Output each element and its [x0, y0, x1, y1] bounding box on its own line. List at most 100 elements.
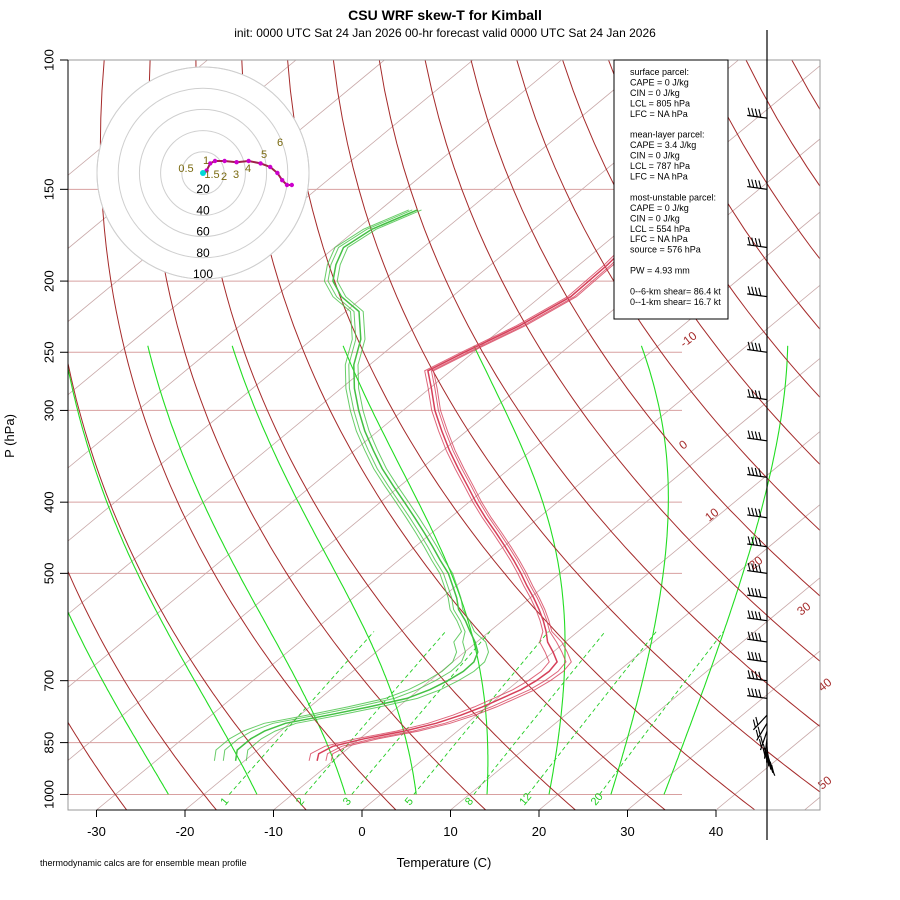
wind-barb-flag [764, 751, 768, 760]
wind-barb-flag [758, 564, 762, 573]
y-tick-label: 200 [41, 270, 56, 292]
y-tick-label: 850 [41, 732, 56, 754]
wind-barb-flag [747, 107, 751, 116]
wind-barb-flag [758, 739, 762, 748]
wind-barb-flag [751, 389, 755, 398]
mixing-ratio-line [351, 631, 491, 795]
wind-barb-flag [754, 671, 758, 680]
wind-barb-flag [754, 108, 758, 117]
dry-adiabat [195, 60, 576, 810]
parameter-line: PW = 4.93 mm [630, 266, 690, 276]
temperature-trace [330, 112, 705, 761]
dry-adiabat [378, 60, 820, 728]
y-tick-label: 150 [41, 178, 56, 200]
hodograph-point [246, 158, 251, 164]
parameter-line: LFC = NA hPa [630, 172, 688, 182]
mixing-ratio-label: 12 [517, 791, 534, 808]
wind-barb-flag [758, 287, 762, 296]
moist-adiabat [610, 345, 669, 795]
wind-barb [747, 107, 768, 119]
isotherm-line [68, 60, 651, 542]
isotherm-label: 20 [746, 553, 765, 572]
wind-barb [747, 631, 768, 643]
x-axis: -30 -20 -10 0 10 20 30 40 [87, 809, 723, 839]
wind-barb-flag [751, 631, 755, 641]
hodograph-ring-label: 100 [193, 267, 213, 281]
parameter-line: 0--6-km shear= 86.4 kt [630, 286, 721, 296]
dry-adiabat [884, 60, 900, 810]
moist-adiabat [68, 610, 169, 795]
wind-barb-flag [751, 108, 755, 117]
wind-barb [747, 610, 768, 622]
hodograph-ring-label: 40 [196, 203, 210, 217]
wind-barb [747, 178, 768, 190]
x-tick-label: -10 [264, 824, 283, 839]
parameter-line: CAPE = 3.4 J/kg [630, 140, 696, 150]
isotherm-line [804, 796, 820, 810]
wind-barb-flag [747, 670, 751, 679]
hodograph-ring [96, 66, 310, 280]
hodograph-ring-label: 80 [196, 246, 210, 260]
wind-barb-flag [751, 286, 755, 295]
wind-barb [747, 587, 768, 599]
isotherm-label: 30 [794, 599, 813, 618]
dewpoint-trace [222, 209, 467, 761]
wind-barb-flag [758, 508, 762, 518]
chart-title: CSU WRF skew-T for Kimball [348, 7, 542, 23]
wind-barb [747, 507, 768, 519]
hodograph-point-label: 6 [277, 137, 283, 149]
parameter-line: LCL = 805 hPa [630, 98, 690, 108]
isotherm-label: -10 [677, 328, 700, 350]
dry-adiabat [148, 60, 487, 810]
dewpoint-trace [234, 209, 479, 761]
parameter-line: CIN = 0 J/kg [630, 151, 680, 161]
parameter-line: CIN = 0 J/kg [630, 88, 680, 98]
wind-barb-flag [747, 389, 751, 398]
x-tick-label: -20 [176, 824, 195, 839]
hodograph-ring-label: 60 [196, 225, 210, 239]
wind-barb-flag [758, 238, 762, 247]
wind-barb-flag [747, 236, 751, 246]
wind-barb-flag [747, 507, 751, 516]
wind-barb-flag [747, 466, 751, 476]
mixing-ratio-line [413, 631, 549, 795]
wind-barb-flag [757, 726, 761, 735]
isotherm-line [715, 723, 820, 810]
wind-barb-flag [758, 343, 762, 352]
parameter-line: LCL = 554 hPa [630, 224, 690, 234]
wind-barb [747, 341, 768, 353]
wind-barb-flag [747, 687, 751, 697]
isotherm-line [361, 430, 820, 810]
wind-barb [747, 389, 768, 401]
y-tick-label: 300 [41, 400, 56, 422]
hodograph-point [289, 182, 294, 188]
x-tick-label: -30 [87, 824, 106, 839]
y-tick-label: 100 [41, 49, 56, 71]
wind-barb-flag [769, 761, 773, 770]
mixing-ratio-line [527, 631, 657, 795]
mixing-ratio-label: 1 [218, 796, 231, 808]
wind-barb-flag [758, 431, 762, 441]
wind-barb-flag [758, 689, 762, 698]
wind-barb-flag [751, 342, 755, 351]
mixing-ratio-label: 5 [403, 796, 416, 808]
x-axis-label: Temperature (C) [397, 855, 492, 870]
mixing-ratio-line [304, 631, 446, 795]
wind-barb-flag [771, 764, 775, 774]
temperature-trace [316, 112, 700, 761]
mixing-ratio-line [473, 631, 606, 795]
hodograph-point [275, 170, 280, 176]
wind-barb-flag [751, 651, 755, 661]
dry-adiabat [470, 60, 820, 597]
hodograph-point [212, 158, 218, 164]
sounding-traces [213, 112, 705, 761]
y-tick-label: 400 [41, 491, 56, 513]
hodograph-point [280, 178, 285, 183]
wind-barbs [747, 107, 776, 776]
dry-adiabat [838, 60, 900, 810]
wind-barb-flag [754, 287, 758, 296]
wind-barb [747, 687, 768, 699]
y-axis: 100 150 200 250 300 400 500 700 850 1000 [41, 49, 69, 809]
wind-barb-flag [754, 588, 758, 597]
